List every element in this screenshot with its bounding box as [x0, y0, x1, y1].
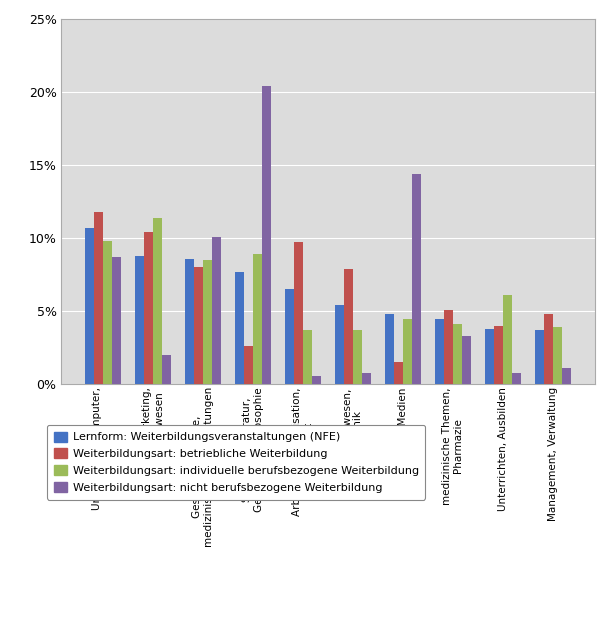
Bar: [312, 376, 320, 384]
Bar: [253, 254, 262, 384]
Bar: [503, 295, 512, 384]
Bar: [402, 319, 412, 384]
Bar: [385, 314, 394, 384]
Bar: [544, 314, 552, 384]
Bar: [394, 363, 402, 384]
Bar: [462, 336, 470, 384]
Bar: [435, 319, 444, 384]
Bar: [285, 290, 294, 384]
Bar: [94, 212, 103, 384]
Bar: [561, 368, 571, 384]
Bar: [335, 306, 344, 384]
Bar: [493, 326, 503, 384]
Bar: [103, 241, 112, 384]
Bar: [203, 260, 212, 384]
Bar: [512, 373, 521, 384]
Bar: [453, 324, 462, 384]
Bar: [162, 355, 171, 384]
Bar: [444, 310, 453, 384]
Bar: [244, 347, 253, 384]
Bar: [194, 267, 203, 384]
Bar: [484, 329, 493, 384]
Bar: [185, 259, 194, 384]
Bar: [235, 272, 244, 384]
Bar: [294, 242, 303, 384]
Bar: [85, 228, 94, 384]
Bar: [112, 257, 121, 384]
Legend: Lernform: Weiterbildungsveranstaltungen (NFE), Weiterbildungsart: betriebliche W: Lernform: Weiterbildungsveranstaltungen …: [47, 425, 426, 500]
Bar: [353, 330, 362, 384]
Bar: [212, 237, 221, 384]
Bar: [303, 330, 312, 384]
Bar: [412, 174, 421, 384]
Bar: [362, 373, 371, 384]
Bar: [262, 86, 271, 384]
Bar: [552, 327, 561, 384]
Bar: [144, 232, 153, 384]
Bar: [135, 255, 144, 384]
Bar: [535, 330, 544, 384]
Bar: [153, 218, 162, 384]
Bar: [344, 269, 353, 384]
